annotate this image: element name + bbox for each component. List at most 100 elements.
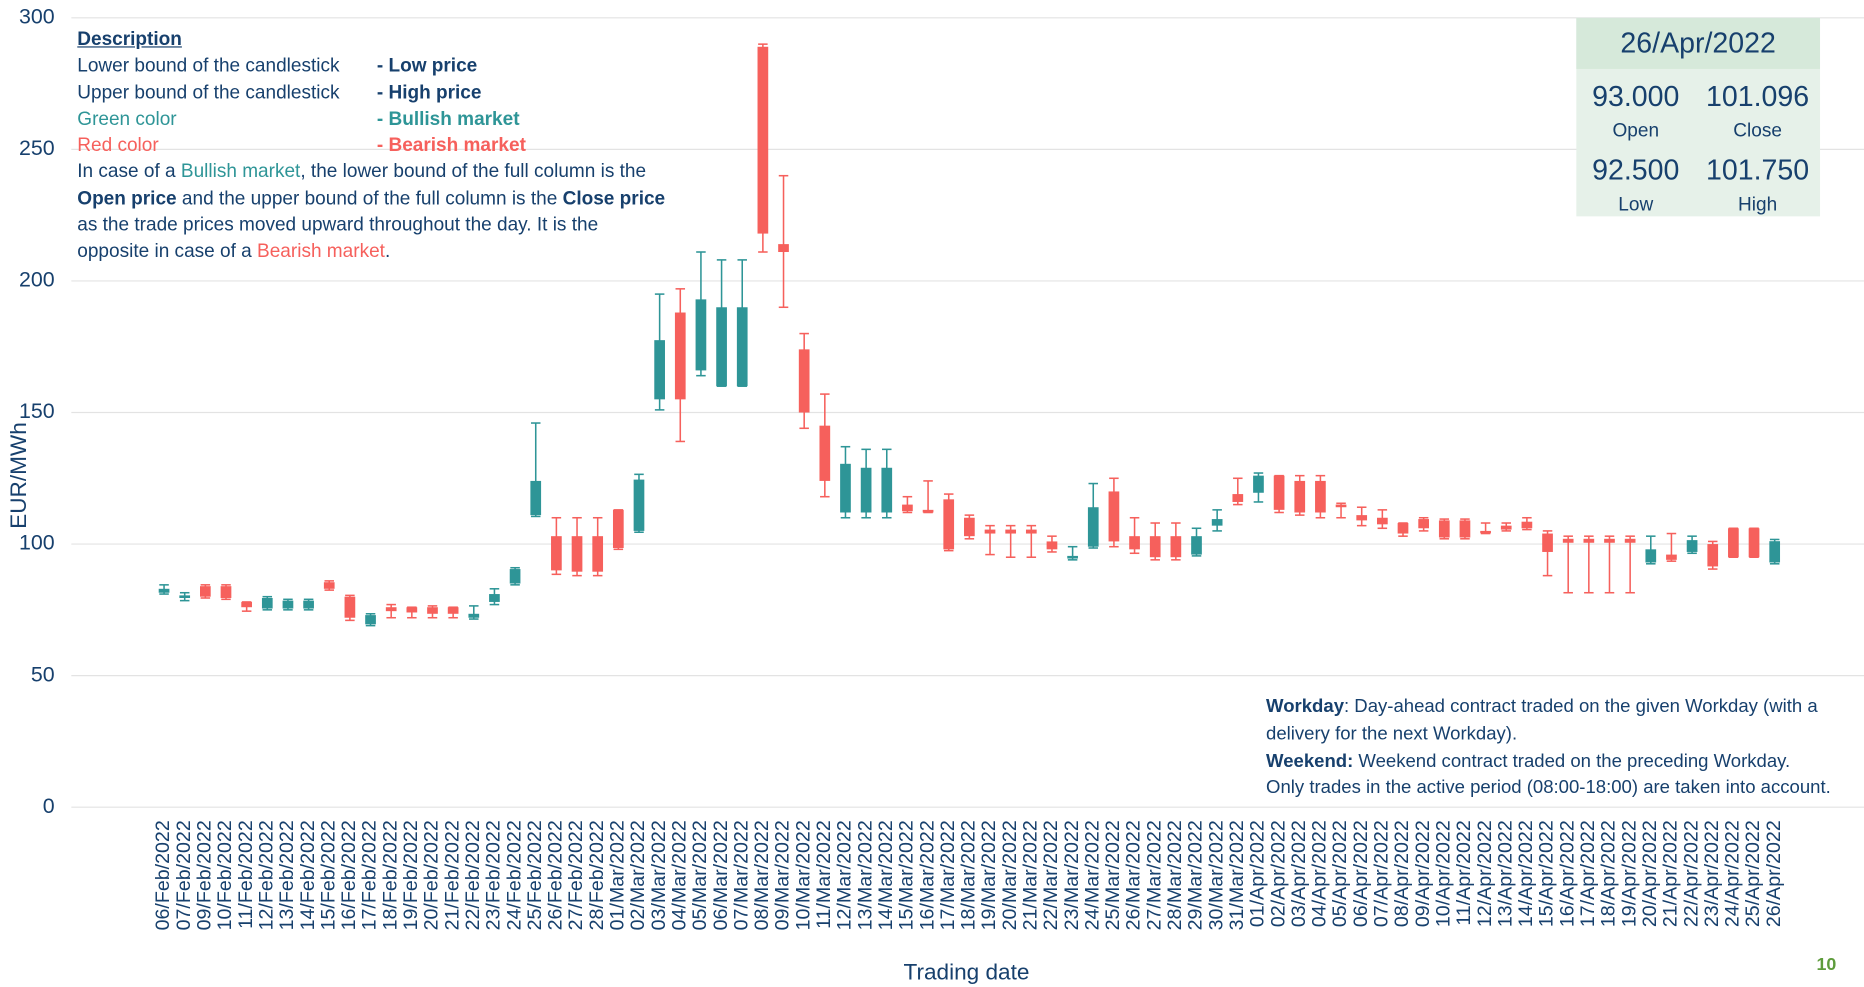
candle-body (447, 607, 459, 614)
x-tick-label: 20/Apr/2022 (1639, 820, 1661, 927)
x-tick-label: 20/Feb/2022 (421, 820, 443, 930)
x-tick-label: 12/Feb/2022 (255, 820, 277, 930)
candle-body (1005, 529, 1017, 534)
x-tick-label: 07/Mar/2022 (730, 820, 752, 930)
x-tick-label: 16/Feb/2022 (338, 820, 360, 930)
text: as the trade prices moved upward through… (77, 215, 599, 262)
candle-body (323, 582, 335, 589)
x-tick-label: 20/Mar/2022 (999, 820, 1021, 930)
candle-body (1191, 536, 1202, 555)
y-tick-label: 50 (31, 662, 55, 686)
x-tick-label: 06/Apr/2022 (1350, 820, 1372, 927)
y-tick-label: 200 (19, 268, 55, 292)
text: Weekend: (1266, 750, 1354, 772)
candle-body (385, 607, 397, 612)
candle-body (860, 467, 872, 513)
candle-body (1025, 529, 1037, 534)
candle-body (736, 307, 748, 387)
row-label: Green color (77, 109, 177, 130)
candle-body (922, 509, 934, 513)
candle-body (1376, 517, 1388, 525)
x-tick-label: 23/Apr/2022 (1701, 820, 1723, 927)
x-tick-label: 22/Feb/2022 (462, 820, 484, 930)
text: and the upper bound of the full column i… (176, 188, 563, 209)
text: Only trades in the active period (08:00-… (1266, 777, 1831, 799)
y-tick-label: 0 (43, 794, 55, 818)
info-cell: 101.096 Close (1695, 69, 1820, 143)
x-tick-label: 17/Mar/2022 (937, 820, 959, 930)
info-value: 101.750 (1706, 154, 1810, 187)
candle-body (1500, 525, 1512, 530)
text: Workday (1266, 696, 1345, 717)
y-tick-label: 100 (19, 531, 55, 555)
x-tick-label: 13/Apr/2022 (1494, 820, 1516, 927)
candle-body (571, 536, 583, 572)
candle-body (902, 504, 913, 512)
candle-body (200, 586, 211, 597)
candle-body (612, 509, 624, 549)
x-tick-label: 26/Mar/2022 (1123, 820, 1145, 930)
candle-body (1728, 528, 1739, 558)
x-tick-label: 09/Mar/2022 (772, 820, 794, 930)
footnote-line: Weekend: Weekend contract traded on the … (1266, 748, 1864, 775)
candle-body (1583, 538, 1595, 543)
x-tick-label: 24/Mar/2022 (1081, 820, 1103, 930)
candle-body (1149, 536, 1161, 558)
footnote-line: Only trades in the active period (08:00-… (1266, 776, 1864, 803)
x-tick-label: 09/Feb/2022 (194, 820, 216, 930)
footnote: Workday: Day-ahead contract traded on th… (1266, 694, 1864, 802)
candle-body (695, 299, 707, 371)
candle-body (179, 595, 191, 599)
candle-body (840, 463, 851, 513)
info-cell: 93.000 Open (1576, 69, 1695, 143)
row-value: - Bullish market (376, 109, 520, 130)
candle-body (1170, 536, 1182, 558)
x-tick-label: 10/Mar/2022 (792, 820, 814, 930)
x-tick-label: 04/Mar/2022 (668, 820, 690, 930)
candle-body (1480, 530, 1491, 534)
x-tick-label: 26/Feb/2022 (545, 820, 567, 930)
candle-body (551, 536, 562, 571)
candle-body (427, 607, 438, 614)
description-row: Green color - Bullish market (77, 107, 671, 134)
candle-body (344, 596, 356, 618)
x-tick-label: 02/Mar/2022 (627, 820, 649, 930)
info-cell: 101.750 High (1695, 143, 1820, 217)
y-tick-label: 300 (19, 4, 55, 28)
candle-body (1315, 480, 1326, 513)
x-tick-label: 14/Apr/2022 (1515, 820, 1537, 927)
x-tick-label: 27/Mar/2022 (1143, 820, 1165, 930)
x-tick-label: 06/Mar/2022 (710, 820, 732, 930)
candle-body (1459, 520, 1471, 538)
x-tick-label: 12/Mar/2022 (834, 820, 856, 930)
x-axis-title: Trading date (904, 960, 1030, 985)
text: Open price (77, 188, 177, 209)
x-tick-label: 21/Apr/2022 (1660, 820, 1682, 927)
candle-body (1335, 504, 1347, 508)
candle-body (303, 600, 314, 609)
candle-body (1253, 475, 1264, 493)
candle-body (1604, 538, 1615, 543)
x-tick-label: 15/Feb/2022 (317, 820, 339, 930)
info-caption: Close (1733, 121, 1782, 142)
x-tick-label: 28/Mar/2022 (1164, 820, 1186, 930)
x-tick-label: 11/Apr/2022 (1453, 820, 1475, 925)
x-tick-label: 08/Mar/2022 (751, 820, 773, 930)
candle-body (1438, 520, 1450, 538)
x-tick-label: 14/Mar/2022 (875, 820, 897, 930)
candle-body (592, 536, 604, 572)
x-tick-label: 25/Apr/2022 (1742, 820, 1764, 927)
info-value: 93.000 (1592, 80, 1680, 113)
x-tick-label: 10/Feb/2022 (214, 820, 236, 930)
row-label: Lower bound of the candlestick (77, 56, 340, 77)
x-tick-label: 24/Apr/2022 (1722, 820, 1744, 927)
info-caption: Low (1618, 194, 1654, 216)
candle-body (1211, 519, 1223, 526)
footnote-line: Workday: Day-ahead contract traded on th… (1266, 694, 1864, 748)
candle-body (282, 600, 294, 609)
info-date: 26/Apr/2022 (1576, 17, 1821, 69)
candle-body (1624, 538, 1636, 543)
info-panel: 26/Apr/2022 93.000 Open 101.096 Close 92.5… (1576, 17, 1821, 217)
candle-body (1087, 507, 1099, 547)
